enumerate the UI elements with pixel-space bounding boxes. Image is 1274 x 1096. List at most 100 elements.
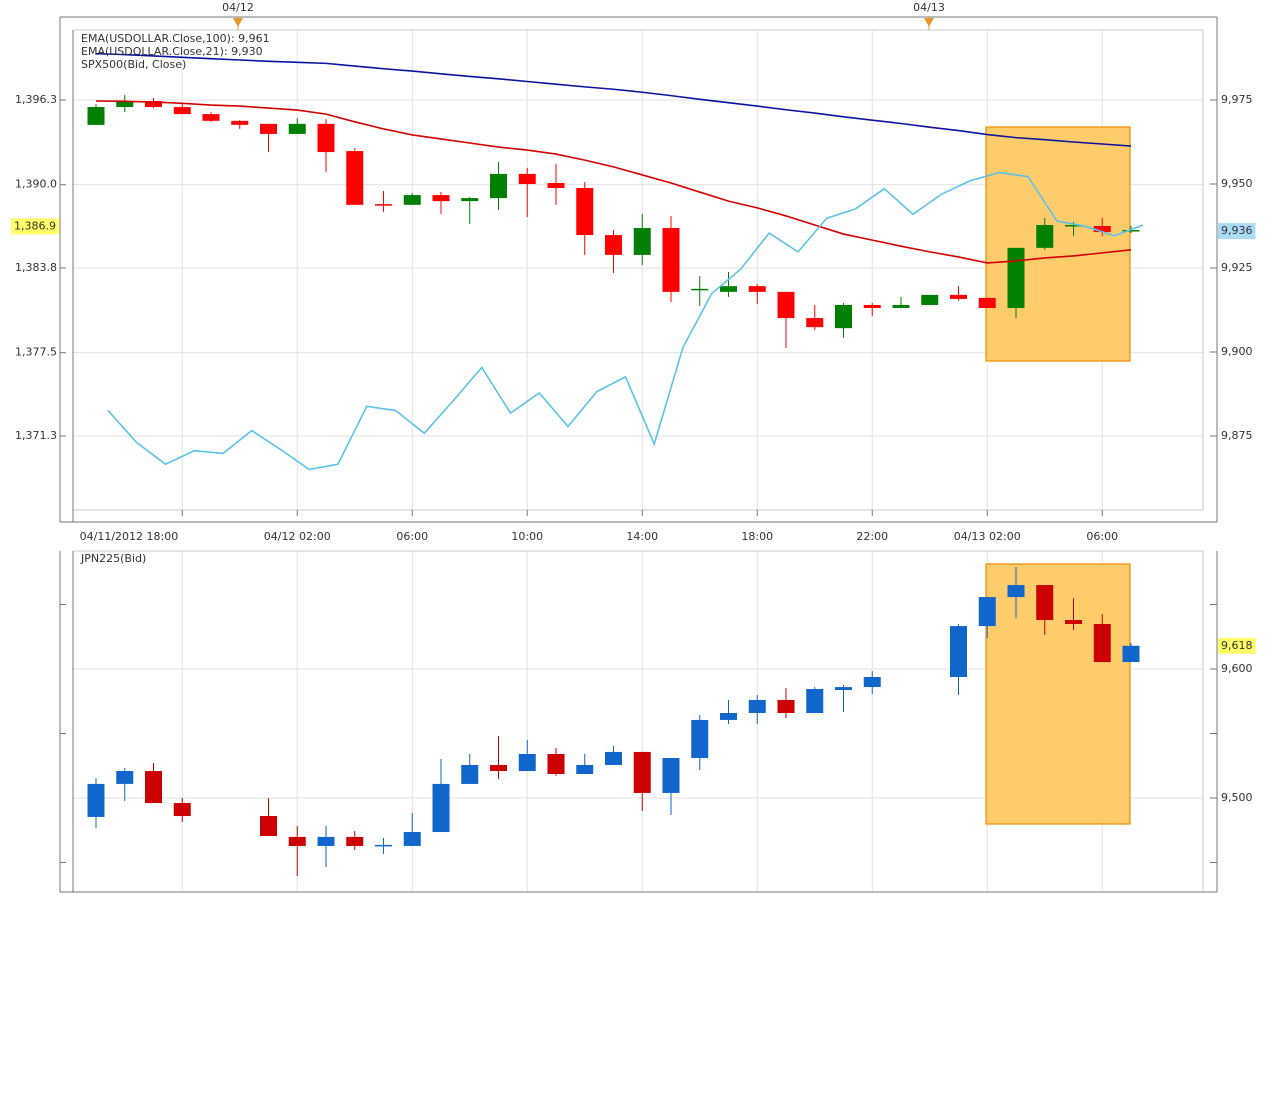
candle-body bbox=[950, 294, 967, 299]
candle-body bbox=[432, 195, 450, 202]
legend-entry: EMA(USDOLLAR.Close,21): 9,930 bbox=[81, 45, 263, 58]
candle-body bbox=[835, 687, 852, 691]
candle-body bbox=[978, 297, 996, 308]
candle-body bbox=[633, 751, 651, 793]
y-tick-label: 1,390.0 bbox=[15, 178, 57, 191]
candle-body bbox=[1065, 224, 1082, 227]
y-tick-label: 9,975 bbox=[1221, 93, 1253, 106]
x-tick-label: 10:00 bbox=[511, 530, 543, 543]
candle-body bbox=[461, 198, 479, 202]
y-tick-label: 9,950 bbox=[1221, 177, 1253, 190]
candle-body bbox=[260, 123, 277, 134]
candle-body bbox=[403, 195, 421, 205]
y-tick-label: 1,383.8 bbox=[15, 261, 57, 274]
candle-body bbox=[835, 304, 852, 329]
last-value-label: 9,936 bbox=[1221, 224, 1253, 237]
y-tick-label: 9,500 bbox=[1221, 791, 1253, 804]
candle-body bbox=[1093, 225, 1111, 233]
legend-entry: EMA(USDOLLAR.Close,100): 9,961 bbox=[81, 32, 270, 45]
candle-body bbox=[1007, 585, 1025, 598]
candle-body bbox=[288, 123, 306, 134]
highlight-box bbox=[985, 563, 1131, 825]
frames bbox=[59, 16, 1218, 893]
x-tick-label: 18:00 bbox=[741, 530, 773, 543]
candle-body bbox=[145, 101, 162, 108]
x-tick-label: 04/11/2012 18:00 bbox=[80, 530, 179, 543]
candle-body bbox=[576, 188, 594, 236]
candle-body bbox=[317, 123, 335, 153]
y-tick-label: 1,377.5 bbox=[15, 346, 57, 359]
candle-body bbox=[950, 626, 967, 678]
candle-body bbox=[1036, 224, 1054, 248]
line-series bbox=[107, 171, 1144, 471]
last-value-box bbox=[11, 218, 59, 235]
candle-body bbox=[691, 719, 709, 758]
candle-body bbox=[116, 771, 134, 784]
x-tick-label: 04/13 02:00 bbox=[954, 530, 1021, 543]
y-tick-label: 9,900 bbox=[1221, 345, 1253, 358]
line-series bbox=[95, 100, 1132, 264]
highlight-box bbox=[985, 126, 1131, 362]
marks-layer: 1,371.3 1,377.5 1,383.8 1,390.0 1,396.3 9,875… bbox=[11, 1, 1256, 877]
last-value-box bbox=[1218, 223, 1256, 240]
candle-body bbox=[490, 764, 507, 772]
candle-body bbox=[921, 294, 939, 305]
y-tick-label: 9,925 bbox=[1221, 261, 1253, 274]
candle-body bbox=[720, 712, 737, 720]
candle-body bbox=[288, 836, 306, 846]
candle-body bbox=[518, 754, 536, 772]
candle-body bbox=[173, 107, 191, 115]
candle-body bbox=[691, 288, 709, 291]
x-tick-label: 04/12 02:00 bbox=[264, 530, 331, 543]
x-tick-label: 22:00 bbox=[856, 530, 888, 543]
date-marker-label: 04/12 bbox=[222, 1, 254, 14]
candle-body bbox=[892, 304, 910, 308]
candle-body bbox=[1007, 247, 1025, 308]
candle-body bbox=[346, 151, 364, 205]
candle-body bbox=[1065, 619, 1082, 624]
candle-body bbox=[1122, 230, 1140, 232]
candle-body bbox=[202, 114, 220, 121]
last-value-label: 9,618 bbox=[1221, 639, 1253, 652]
candle-body bbox=[863, 677, 881, 688]
candle-body bbox=[375, 204, 392, 206]
candle-body bbox=[403, 832, 421, 846]
candle-body bbox=[978, 597, 996, 627]
date-marker-label: 04/13 bbox=[913, 1, 945, 14]
candle-body bbox=[748, 699, 766, 713]
candle-body bbox=[605, 235, 622, 255]
candle-body bbox=[863, 304, 881, 308]
candle-body bbox=[806, 688, 824, 713]
x-tick-label: 06:00 bbox=[396, 530, 428, 543]
legend-entry: JPN225(Bid) bbox=[80, 552, 146, 565]
candle-body bbox=[1122, 645, 1140, 663]
candle-body bbox=[1036, 585, 1054, 620]
candle-body bbox=[432, 783, 450, 833]
candle-body bbox=[547, 182, 565, 189]
candle-body bbox=[662, 228, 680, 292]
last-value-box bbox=[1218, 637, 1256, 654]
candle-body bbox=[346, 836, 364, 846]
legend-entry: SPX500(Bid, Close) bbox=[81, 58, 186, 71]
candle-body bbox=[518, 173, 536, 184]
y-tick-label: 9,600 bbox=[1221, 662, 1253, 675]
candle-body bbox=[87, 107, 105, 125]
candle-body bbox=[173, 803, 191, 817]
candle-body bbox=[720, 286, 737, 292]
x-tick-label: 14:00 bbox=[626, 530, 658, 543]
candle-body bbox=[777, 699, 795, 713]
y-tick-label: 1,396.3 bbox=[15, 93, 57, 106]
candle-body bbox=[145, 771, 162, 804]
candle-body bbox=[662, 757, 680, 793]
x-tick-label: 06:00 bbox=[1086, 530, 1118, 543]
candle-body bbox=[605, 751, 622, 765]
candle-body bbox=[87, 783, 105, 817]
candle-body bbox=[260, 816, 277, 837]
candle-body bbox=[461, 764, 479, 784]
candle-body bbox=[547, 754, 565, 774]
candle-body bbox=[777, 291, 795, 319]
candle-body bbox=[375, 844, 392, 847]
y-tick-label: 9,875 bbox=[1221, 429, 1253, 442]
candle-body bbox=[490, 173, 507, 199]
y-tick-label: 1,371.3 bbox=[15, 429, 57, 442]
